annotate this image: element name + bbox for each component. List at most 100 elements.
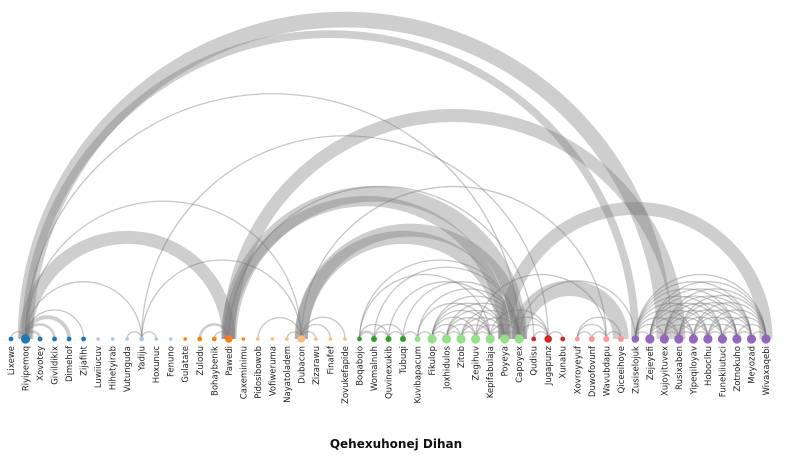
- node-label-Givildikix: Givildikix: [51, 346, 61, 385]
- arc-link-41: [416, 302, 491, 340]
- node-Hoboclhu: [703, 334, 713, 344]
- node-Dimehof: [66, 336, 72, 342]
- node-Lixewe: [8, 336, 14, 342]
- arc-link-19: [228, 185, 535, 340]
- node-Riyipemoq: [20, 334, 31, 344]
- arc-link-81: [634, 309, 695, 340]
- node-label-Zitob: Zitob: [457, 346, 467, 368]
- arc-link-31: [358, 273, 491, 340]
- arc-link-52: [445, 309, 506, 340]
- arc-link-24: [300, 323, 332, 340]
- node-label-Capoyex: Capoyex: [515, 346, 525, 383]
- arc-link-91: [649, 302, 724, 340]
- node-Joxhidulos: [441, 334, 452, 344]
- node-Wavubdapu: [603, 336, 610, 342]
- node-Vofiweruma: [270, 337, 275, 341]
- node-label-Vofiweruma: Vofiweruma: [268, 346, 278, 396]
- node-label-Lixewe: Lixewe: [7, 346, 17, 375]
- arc-link-20: [222, 109, 686, 340]
- arc-link-64: [489, 309, 549, 340]
- node-label-Dimehof: Dimehof: [65, 345, 75, 382]
- node-Zulodu: [197, 336, 203, 342]
- chart-title: Qehexuhonej Dihan: [330, 437, 462, 451]
- node-Givildikix: [52, 336, 57, 342]
- node-label-Womalnuh: Womalnuh: [370, 346, 380, 391]
- arc-link-116: [707, 309, 767, 340]
- node-label-Qudisu: Qudisu: [530, 346, 540, 376]
- arc-link-42: [416, 288, 520, 340]
- arc-link-67: [498, 201, 773, 340]
- node-label-Fikulop: Fikulop: [428, 346, 438, 376]
- arc-link-35: [373, 266, 520, 340]
- arc-link-11: [126, 331, 143, 340]
- node-Funekiiutuci: [717, 334, 728, 344]
- arc-link-61: [474, 273, 607, 340]
- node-Zegihuv: [471, 334, 481, 344]
- node-label-Dubacon: Dubacon: [297, 346, 307, 384]
- node-label-Kuvibapacum: Kuvibapacum: [414, 346, 424, 403]
- node-label-Caxeminimu: Caxeminimu: [239, 346, 249, 399]
- arc-link-84: [634, 288, 738, 340]
- node-Jugapunz: [544, 335, 553, 343]
- arc-link-101: [663, 288, 767, 340]
- arc-link-32: [358, 259, 520, 340]
- node-label-Fenuno: Fenuno: [167, 346, 177, 377]
- arc-link-118: [721, 323, 753, 340]
- arc-link-80: [634, 317, 680, 340]
- node-Rusixaben: [674, 334, 684, 344]
- node-label-Bohaybenik: Bohaybenik: [210, 346, 220, 396]
- arc-link-98: [663, 309, 724, 340]
- arc-link-93: [649, 288, 753, 340]
- arc-link-30: [358, 323, 390, 340]
- node-label-Funekiiutuci: Funekiiutuci: [718, 346, 728, 397]
- node-label-Poyeya: Poyeya: [501, 346, 511, 377]
- node-Nayatoladem: [285, 337, 289, 341]
- node-Womalnuh: [370, 336, 377, 342]
- node-label-Zizarawu: Zizarawu: [312, 346, 322, 385]
- node-Fikulop: [427, 334, 437, 344]
- arc-link-27: [294, 223, 526, 340]
- arc-link-66: [504, 316, 549, 340]
- arc-link-100: [663, 295, 753, 340]
- node-Meyozad: [746, 334, 757, 344]
- arc-link-6: [19, 230, 236, 340]
- arc-link-28: [300, 185, 607, 340]
- arc-link-60: [474, 317, 520, 340]
- node-label-Xujoyituvex: Xujoyituvex: [660, 346, 670, 396]
- node-Bohaybenik: [211, 336, 217, 342]
- arc-link-39: [402, 281, 520, 340]
- arc-link-106: [678, 302, 753, 340]
- arc-link-10: [17, 11, 673, 340]
- node-Yadiju: [139, 336, 145, 342]
- arc-link-7: [24, 200, 303, 340]
- arc-link-57: [460, 309, 520, 340]
- node-label-Zejeyefi: Zejeyefi: [646, 346, 656, 380]
- arc-link-88: [649, 324, 680, 340]
- arc-link-82: [634, 302, 709, 340]
- arc-link-69: [511, 280, 629, 340]
- arc-link-83: [634, 295, 724, 340]
- arc-link-53: [445, 302, 520, 340]
- arc-link-103: [678, 323, 709, 340]
- arc-link-50: [445, 323, 477, 340]
- node-Gulatate: [183, 337, 188, 341]
- arc-link-111: [692, 309, 753, 340]
- arc-link-46: [431, 309, 491, 340]
- arc-link-17: [223, 195, 510, 340]
- node-Zitob: [456, 334, 466, 344]
- node-label-Zegihuv: Zegihuv: [472, 346, 482, 381]
- node-Kepifabulaja: [485, 334, 495, 344]
- arc-link-47: [431, 302, 506, 340]
- node-Pidosibowob: [256, 337, 260, 341]
- node-Vutunguda: [125, 337, 129, 341]
- node-Dubacon: [297, 335, 306, 343]
- node-Caxeminimu: [241, 337, 246, 341]
- arc-link-68: [518, 323, 549, 340]
- node-label-Luwiiucuv: Luwiiucuv: [94, 346, 104, 388]
- arc-link-119: [721, 316, 767, 340]
- node-Xunabu: [560, 336, 566, 342]
- node-label-Meyozad: Meyozad: [747, 346, 757, 384]
- node-Quvinexukib: [385, 336, 392, 342]
- node-Zijafiht: [81, 336, 86, 342]
